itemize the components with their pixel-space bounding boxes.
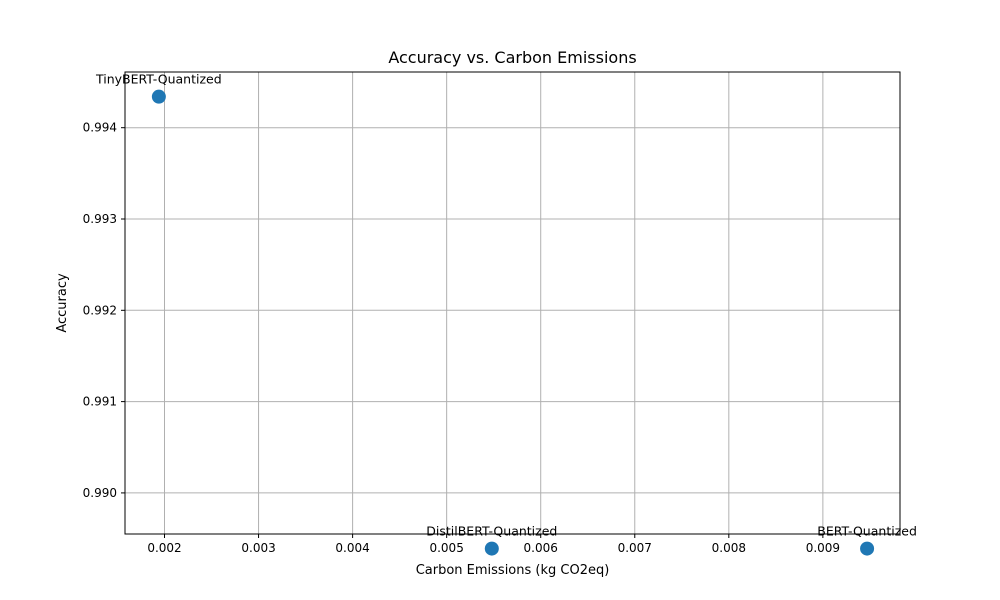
x-tick-label: 0.009 <box>806 541 840 555</box>
grid <box>125 72 900 534</box>
x-axis-label: Carbon Emissions (kg CO2eq) <box>416 563 610 578</box>
data-point-label: DistilBERT-Quantized <box>426 524 557 539</box>
data-points: TinyBERT-Quantized DistilBERT-Quantized BE… <box>95 72 917 556</box>
plot-frame <box>124 71 901 535</box>
data-point-label: TinyBERT-Quantized <box>95 72 222 87</box>
data-point <box>860 541 875 556</box>
data-point-label: BERT-Quantized <box>817 524 917 539</box>
y-tick-label: 0.992 <box>83 303 117 317</box>
x-tick-label: 0.004 <box>335 541 369 555</box>
x-tick-label: 0.008 <box>712 541 746 555</box>
y-tick-label: 0.990 <box>83 486 117 500</box>
x-tick-label: 0.007 <box>618 541 652 555</box>
y-tick-label: 0.993 <box>83 212 117 226</box>
data-point <box>484 541 499 556</box>
x-tick-label: 0.005 <box>429 541 463 555</box>
ticks: 0.002 0.003 0.004 0.005 0.006 0.007 0.008 0.009… <box>83 121 840 555</box>
data-point <box>151 89 166 104</box>
y-tick-label: 0.991 <box>83 395 117 409</box>
x-tick-label: 0.006 <box>524 541 558 555</box>
x-tick-label: 0.003 <box>241 541 275 555</box>
x-tick-label: 0.002 <box>147 541 181 555</box>
y-tick-label: 0.994 <box>83 121 117 135</box>
y-axis-label: Accuracy <box>55 273 70 333</box>
chart-title: Accuracy vs. Carbon Emissions <box>388 48 636 67</box>
